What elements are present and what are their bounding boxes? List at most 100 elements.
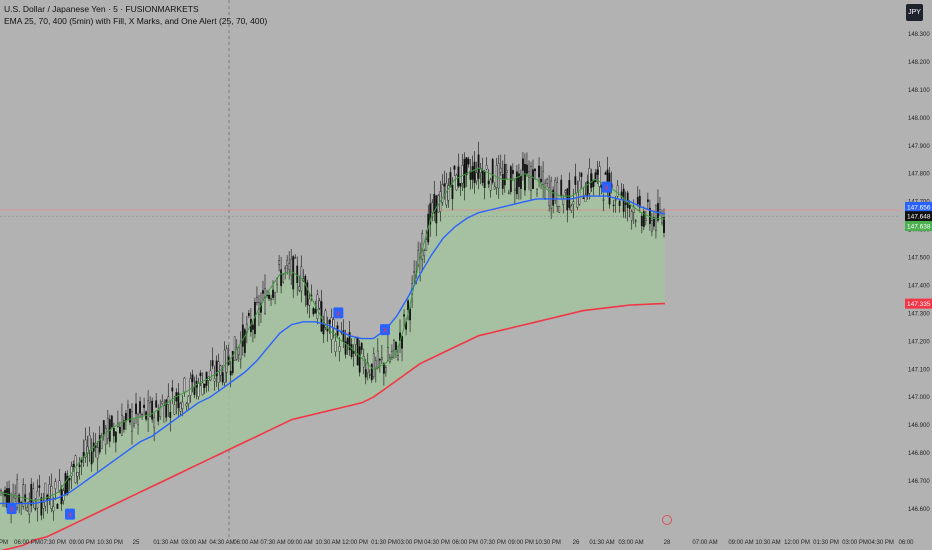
x-tick-label: 12:00 PM bbox=[784, 540, 810, 546]
candle-body bbox=[370, 363, 373, 381]
candle-body bbox=[604, 172, 607, 175]
indicator-title: EMA 25, 70, 400 (5min) with Fill, X Mark… bbox=[4, 16, 268, 26]
candle-body bbox=[139, 401, 141, 414]
candle-body bbox=[475, 172, 478, 182]
candle-body bbox=[485, 165, 488, 170]
candle-body bbox=[503, 164, 506, 186]
candle-body bbox=[528, 171, 530, 178]
price-tag-label: 147.656 bbox=[907, 204, 931, 211]
candle-body bbox=[100, 437, 103, 449]
candle-body bbox=[590, 173, 593, 188]
candle-body bbox=[447, 185, 450, 201]
candle-body bbox=[155, 400, 158, 408]
candle-body bbox=[167, 396, 170, 405]
ema-400-line bbox=[0, 302, 666, 550]
candle-body bbox=[169, 411, 172, 418]
candle-body bbox=[88, 435, 91, 451]
candle-body bbox=[372, 353, 375, 377]
candle-body bbox=[614, 199, 617, 201]
candle-body bbox=[453, 165, 456, 170]
candle-body bbox=[526, 164, 528, 174]
x-tick-label: 03:00 AM bbox=[181, 540, 206, 546]
price-tag-label: 147.638 bbox=[907, 223, 931, 230]
candle-body bbox=[513, 188, 516, 191]
candle-body bbox=[520, 175, 522, 189]
x-tick-label: 07:30 PM bbox=[40, 540, 66, 546]
candle-body bbox=[407, 300, 409, 311]
y-tick-label: 146.800 bbox=[908, 451, 930, 457]
candle-body bbox=[74, 455, 77, 483]
candle-body bbox=[171, 387, 174, 392]
candle-body bbox=[278, 260, 281, 265]
x-tick-label: 09:00 PM bbox=[69, 540, 95, 546]
candle-body bbox=[348, 332, 351, 351]
x-tick-label: 06:00 AM bbox=[233, 540, 258, 546]
candle-body bbox=[368, 374, 371, 376]
candle-body bbox=[177, 392, 180, 409]
candle-body bbox=[642, 211, 645, 227]
candle-body bbox=[229, 370, 232, 376]
x-marker bbox=[380, 324, 390, 336]
y-tick-label: 147.200 bbox=[908, 339, 930, 345]
price-tag bbox=[905, 220, 932, 231]
candle-body bbox=[231, 351, 234, 374]
candle-body bbox=[288, 263, 291, 270]
x-tick-label: 10:30 PM bbox=[97, 540, 123, 546]
candle-body bbox=[397, 355, 399, 360]
candle-body bbox=[507, 192, 510, 194]
candle-body bbox=[151, 400, 154, 420]
x-tick-label: 07:30 PM bbox=[480, 540, 506, 546]
candle-body bbox=[409, 308, 411, 321]
candle-body bbox=[344, 341, 347, 355]
candle-body bbox=[338, 346, 341, 352]
candle-body bbox=[260, 303, 262, 313]
candle-body bbox=[328, 319, 331, 324]
candle-body bbox=[612, 204, 615, 207]
candle-body bbox=[282, 273, 285, 283]
candle-body bbox=[431, 202, 434, 214]
y-tick-label: 148.200 bbox=[908, 60, 930, 66]
x-tick-label: 03:00 AM bbox=[618, 540, 643, 546]
candle-body bbox=[199, 372, 202, 377]
candle-body bbox=[465, 157, 468, 176]
candle-body bbox=[560, 179, 563, 196]
candle-body bbox=[429, 203, 432, 225]
candle-body bbox=[378, 358, 381, 361]
candle-body bbox=[221, 372, 224, 383]
candle-body bbox=[624, 202, 627, 205]
candle-body bbox=[42, 502, 45, 509]
y-tick-label: 147.100 bbox=[908, 367, 930, 373]
candle-body bbox=[161, 401, 164, 405]
candle-body bbox=[296, 265, 299, 284]
candle-body bbox=[187, 396, 190, 404]
candle-body bbox=[262, 290, 264, 294]
candle-body bbox=[362, 355, 365, 368]
candle-body bbox=[322, 323, 325, 335]
candle-body bbox=[598, 166, 601, 187]
candle-body bbox=[159, 407, 162, 418]
clock-icon[interactable] bbox=[662, 515, 672, 525]
candle-body bbox=[286, 259, 289, 266]
candle-body bbox=[284, 267, 287, 269]
candle-body bbox=[471, 166, 474, 180]
candle-body bbox=[441, 184, 444, 203]
candle-body bbox=[356, 338, 359, 366]
candle-body bbox=[384, 367, 387, 373]
candle-body bbox=[419, 253, 422, 273]
candle-body bbox=[425, 239, 428, 251]
candle-body bbox=[467, 158, 470, 165]
candle-body bbox=[312, 308, 315, 315]
candle-body bbox=[270, 298, 272, 300]
candle-body bbox=[68, 477, 71, 481]
candle-body bbox=[534, 168, 536, 172]
ema-70-line bbox=[0, 195, 666, 505]
candle-body bbox=[568, 180, 571, 208]
candle-body bbox=[197, 383, 200, 397]
candle-body bbox=[445, 182, 448, 206]
x-tick-label: 26 bbox=[573, 540, 580, 546]
x-tick-label: 01:30 PM bbox=[813, 540, 839, 546]
candle-body bbox=[98, 435, 101, 453]
currency-button[interactable]: JPY bbox=[906, 4, 923, 21]
candle-body bbox=[22, 484, 25, 507]
